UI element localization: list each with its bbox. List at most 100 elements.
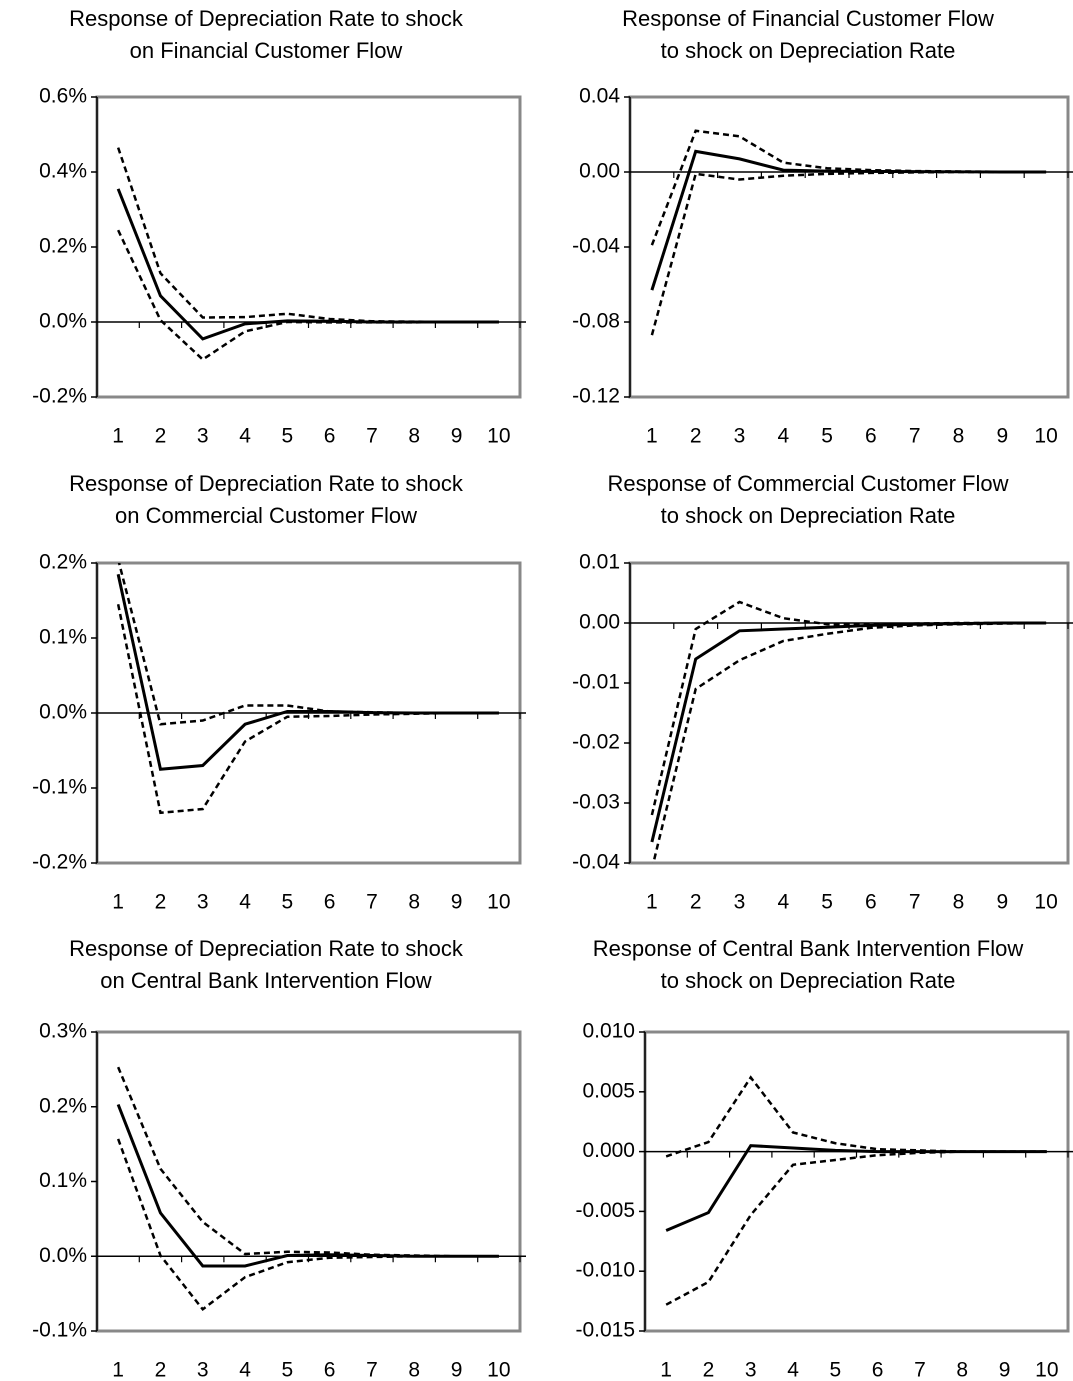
y-tick-label: -0.010 [575,1259,635,1282]
x-tick-label: 1 [112,425,124,448]
x-tick-label: 3 [745,1359,757,1381]
x-tick-label: 6 [865,425,877,448]
x-tick-label: 1 [660,1359,672,1381]
x-tick-label: 6 [324,425,336,448]
band-line [117,563,499,726]
x-tick-label: 6 [324,891,336,914]
y-tick-label: 0.01 [579,551,620,574]
x-tick-label: 4 [787,1359,799,1381]
x-tick-label: 3 [734,425,746,448]
y-tick-label: 0.3% [39,1020,87,1043]
chart-title: to shock on Depreciation Rate [661,503,956,528]
response-line [116,188,499,341]
x-tick-label: 4 [239,891,251,914]
x-tick-label: 2 [155,425,167,448]
x-tick-label: 10 [1034,425,1057,448]
plot-frame [643,1030,1070,1333]
y-tick-label: 0.6% [39,85,87,108]
x-tick-label: 4 [777,425,789,448]
band-line [650,170,1047,336]
x-tick-label: 8 [408,1359,420,1381]
y-tick-label: -0.005 [575,1199,635,1222]
x-tick-label: 5 [830,1359,842,1381]
chart-title: on Central Bank Intervention Flow [100,968,432,993]
x-tick-label: 4 [239,425,251,448]
x-tick-label: 9 [451,1359,463,1381]
y-tick-label: -0.01 [572,671,620,694]
y-tick-label: 0.00 [579,611,620,634]
band-line [652,621,1047,863]
x-tick-label: 2 [690,425,702,448]
plot-frame [95,95,522,399]
y-tick-label: -0.02 [572,731,620,754]
x-tick-label: 6 [324,1359,336,1381]
x-tick-label: 8 [408,425,420,448]
chart-title: to shock on Depreciation Rate [661,38,956,63]
y-tick-label: -0.12 [572,385,620,408]
y-tick-label: 0.0% [39,310,87,333]
chart-title: Response of Depreciation Rate to shock [69,936,464,961]
x-tick-label: 7 [366,1359,378,1381]
x-tick-label: 2 [690,891,702,914]
chart-title: Response of Central Bank Intervention Fl… [593,936,1024,961]
x-tick-label: 7 [366,425,378,448]
x-tick-label: 5 [821,425,833,448]
x-tick-label: 1 [112,1359,124,1381]
band-line [116,1138,499,1312]
plot-frame [628,95,1070,399]
x-tick-label: 9 [451,425,463,448]
x-tick-label: 9 [996,891,1008,914]
plot-frame [628,561,1070,865]
x-tick-label: 10 [1034,891,1057,914]
band-line [116,604,499,815]
x-tick-label: 3 [734,891,746,914]
x-tick-label: 2 [155,1359,167,1381]
y-tick-label: 0.00 [579,160,620,183]
x-tick-label: 6 [865,891,877,914]
chart-title: Response of Depreciation Rate to shock [69,6,464,31]
panel: Response of Depreciation Rate to shock on… [32,471,526,914]
x-tick-label: 3 [197,425,209,448]
x-tick-label: 10 [487,1359,510,1381]
y-tick-label: -0.2% [32,851,87,874]
y-tick-label: -0.08 [572,310,620,333]
response-line [650,621,1047,843]
x-tick-label: 5 [282,1359,294,1381]
y-tick-label: 0.1% [39,1169,87,1192]
response-line [665,1144,1047,1232]
x-tick-label: 5 [282,425,294,448]
x-tick-label: 1 [112,891,124,914]
band-line [116,147,499,324]
band-line [665,1150,1047,1306]
band-line [650,129,1047,246]
y-tick-label: 0.2% [39,235,87,258]
x-tick-label: 2 [703,1359,715,1381]
x-tick-label: 8 [953,425,965,448]
x-tick-label: 3 [197,891,209,914]
chart-title: on Commercial Customer Flow [115,503,417,528]
x-tick-label: 7 [366,891,378,914]
x-tick-label: 9 [996,425,1008,448]
plot-frame [95,1030,522,1333]
x-tick-label: 8 [953,891,965,914]
y-tick-label: 0.0% [39,1244,87,1267]
y-tick-label: 0.04 [579,85,620,108]
y-tick-label: 0.010 [582,1020,635,1043]
chart-title: Response of Depreciation Rate to shock [69,471,464,496]
y-tick-label: 0.2% [39,551,87,574]
x-tick-label: 10 [487,891,510,914]
chart-title: Response of Commercial Customer Flow [607,471,1008,496]
panel: Response of Commercial Customer Flow to s… [572,471,1073,914]
x-tick-label: 7 [909,425,921,448]
x-tick-label: 5 [821,891,833,914]
band-line [116,1066,499,1258]
chart-title: to shock on Depreciation Rate [661,968,956,993]
response-line [116,1103,499,1268]
band-line [665,1075,1047,1158]
band-line [650,600,1047,816]
band-line [117,229,499,362]
x-tick-label: 7 [914,1359,926,1381]
x-tick-label: 8 [956,1359,968,1381]
x-tick-label: 1 [646,425,658,448]
